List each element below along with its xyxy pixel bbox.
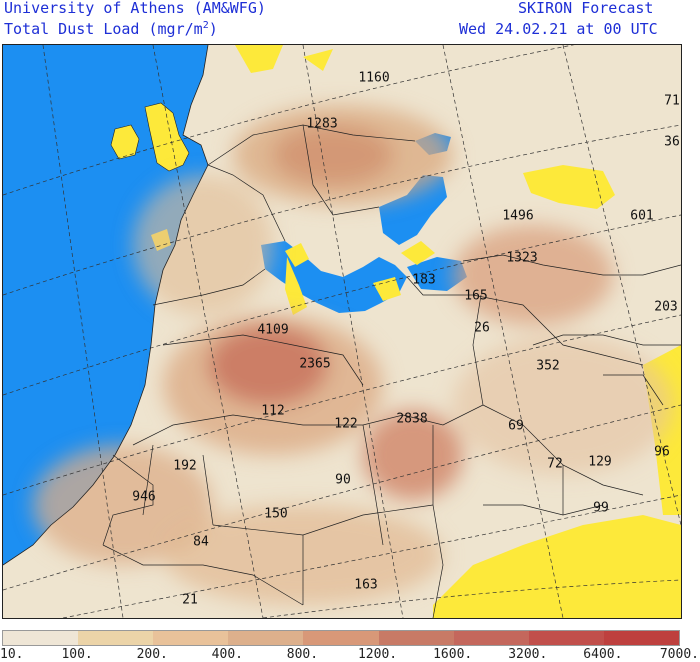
- aegean-sea: [379, 175, 447, 245]
- map-label: 122: [334, 416, 358, 432]
- map-label: 192: [173, 458, 197, 474]
- color-scale-tick-label: 1200.: [357, 647, 398, 662]
- color-scale-tick-label: 100.: [61, 647, 93, 662]
- header-forecast-time: Wed 24.02.21 at 00 UTC: [459, 20, 658, 38]
- color-scale-tick-label: 3200.: [508, 647, 548, 662]
- map-label: 150: [264, 506, 288, 522]
- map-label: 72: [547, 456, 563, 472]
- map-label: 99: [593, 500, 609, 516]
- color-scale-ticks: 10. 100. 200. 400. 800. 1200. 1600. 3200. 6400. 7…: [0, 647, 700, 662]
- map-label: 69: [508, 418, 524, 434]
- color-scale-tick-label: 1600.: [433, 647, 473, 662]
- header-source: University of Athens (AM&WFG): [4, 0, 266, 17]
- color-scale-tick-label: 200.: [136, 647, 168, 662]
- map-label: 1323: [506, 250, 538, 266]
- color-scale-swatch: [378, 631, 454, 645]
- dust-load-map: 1160 1283 71 36 1496 601 1323 183 165 20…: [2, 44, 682, 619]
- map-label: 129: [588, 454, 612, 470]
- ireland: [110, 124, 140, 160]
- map-label: 352: [536, 358, 560, 374]
- great-britain: [144, 102, 190, 172]
- map-label: 2365: [299, 356, 331, 372]
- map-label: 165: [464, 288, 488, 304]
- color-scale-swatch: [153, 631, 229, 645]
- header-variable-prefix: Total Dust Load (mgr/m: [4, 20, 203, 38]
- map-label: 84: [193, 534, 209, 550]
- color-scale-swatch: [528, 631, 604, 645]
- country-borders: [102, 124, 681, 618]
- color-scale-tick-label: 6400.: [583, 647, 623, 662]
- color-scale-swatch: [78, 631, 154, 645]
- color-scale-bar: [2, 630, 680, 646]
- color-scale-swatch: [453, 631, 529, 645]
- map-label: 36: [664, 134, 680, 150]
- color-scale-swatch: [603, 631, 679, 645]
- header-variable: Total Dust Load (mgr/m2): [4, 20, 218, 38]
- header-variable-suffix: ): [208, 20, 218, 38]
- map-label: 71: [664, 93, 680, 109]
- map-label: 601: [630, 208, 654, 224]
- color-scale-tick-label: 400.: [211, 647, 243, 662]
- map-label: 203: [654, 299, 678, 315]
- map-label: 1283: [306, 116, 338, 132]
- map-label: 1496: [502, 208, 534, 224]
- map-label: 1160: [358, 70, 390, 86]
- graticule: [3, 45, 681, 618]
- map-label: 26: [474, 320, 490, 336]
- map-label: 96: [654, 444, 670, 460]
- map-label: 21: [182, 592, 198, 608]
- map-label: 2838: [396, 411, 428, 427]
- color-scale-tick-label: 800.: [286, 647, 319, 662]
- color-scale-tick-label: 7000.: [659, 647, 699, 662]
- east-med: [407, 257, 467, 291]
- map-label: 163: [354, 577, 378, 593]
- map-label: 183: [412, 272, 436, 288]
- color-scale-swatch: [3, 631, 79, 645]
- header-variable-sup: 2: [202, 20, 209, 31]
- color-scale-swatch: [228, 631, 304, 645]
- atlantic-ocean: [3, 45, 208, 565]
- map-label: 946: [132, 489, 156, 505]
- map-graphics: [3, 45, 681, 618]
- map-label: 90: [335, 472, 351, 488]
- map-label: 112: [261, 403, 285, 419]
- header-forecast-name: SKIRON Forecast: [518, 0, 654, 17]
- color-scale-tick-label: 10.: [0, 647, 24, 662]
- coastline: [3, 45, 209, 566]
- color-scale-swatch: [303, 631, 379, 645]
- map-label: 4109: [257, 322, 289, 338]
